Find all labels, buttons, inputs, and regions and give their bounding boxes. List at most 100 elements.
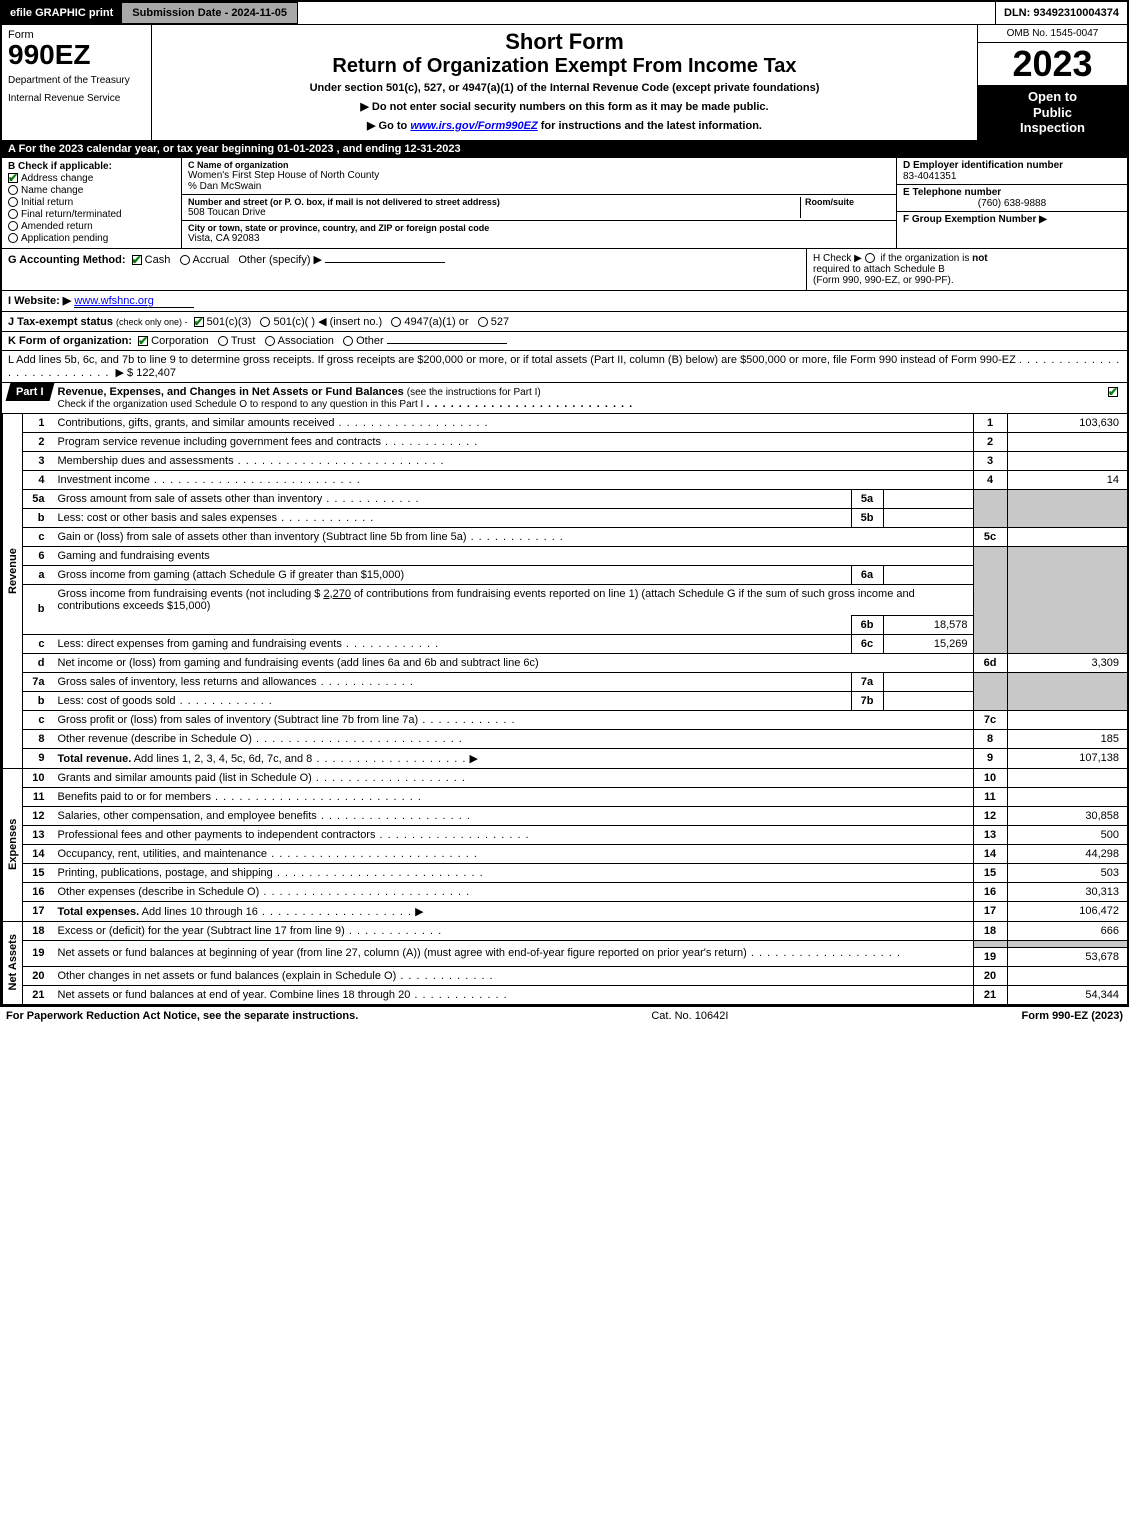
g-other-field[interactable] (325, 262, 445, 263)
check-icon[interactable] (194, 317, 204, 327)
line-desc: Gross amount from sale of assets other t… (53, 489, 852, 508)
k-corp: Corporation (151, 335, 208, 347)
street-label: Number and street (or P. O. box, if mail… (188, 197, 800, 207)
dots (317, 676, 414, 688)
line-num: 9 (23, 748, 53, 768)
gray-cell (1007, 546, 1127, 565)
line-desc: Program service revenue including govern… (53, 432, 974, 451)
h-not: not (972, 253, 988, 264)
gh-row: G Accounting Method: Cash Accrual Other … (2, 248, 1127, 290)
radio-icon[interactable] (260, 317, 270, 327)
line-num: d (23, 653, 53, 672)
ein-value: 83-4041351 (903, 171, 1121, 182)
line-desc: Gross income from gaming (attach Schedul… (53, 565, 852, 584)
table-row: 13 Professional fees and other payments … (3, 825, 1128, 844)
cb-amended-return[interactable]: Amended return (8, 221, 175, 232)
line-ref: 20 (973, 966, 1007, 985)
cb-name-change[interactable]: Name change (8, 185, 175, 196)
line-desc: Gain or (loss) from sale of assets other… (53, 527, 974, 546)
dots (176, 695, 273, 707)
line-desc: Professional fees and other payments to … (53, 825, 974, 844)
line-value (1007, 966, 1127, 985)
gray-cell (1007, 691, 1127, 710)
line-num: 16 (23, 882, 53, 901)
line-desc: Gaming and fundraising events (53, 546, 974, 565)
radio-icon[interactable] (343, 336, 353, 346)
line-desc: Total expenses. Add lines 10 through 16 … (53, 901, 974, 921)
line-desc: Net assets or fund balances at beginning… (53, 940, 974, 966)
table-row: 6b 18,578 (3, 615, 1128, 634)
footer-left: For Paperwork Reduction Act Notice, see … (6, 1010, 358, 1022)
city-label: City or town, state or province, country… (188, 223, 890, 233)
dept-irs: Internal Revenue Service (8, 93, 145, 105)
j-label: J Tax-exempt status (8, 316, 113, 328)
radio-icon[interactable] (265, 336, 275, 346)
goto-line: ▶ Go to www.irs.gov/Form990EZ for instru… (162, 119, 967, 132)
short-form-title: Short Form (162, 29, 967, 55)
k-label: K Form of organization: (8, 335, 132, 347)
radio-icon (8, 197, 18, 207)
line-desc: Net income or (loss) from gaming and fun… (53, 653, 974, 672)
footer-mid: Cat. No. 10642I (358, 1010, 1021, 1022)
gray-cell (973, 615, 1007, 634)
gray-cell (973, 584, 1007, 615)
group-exemption-block: F Group Exemption Number ▶ (897, 212, 1127, 227)
website-link[interactable]: www.wfshnc.org (74, 295, 194, 308)
line-value: 503 (1007, 863, 1127, 882)
cb-initial-return[interactable]: Initial return (8, 197, 175, 208)
efile-print-button[interactable]: efile GRAPHIC print (2, 2, 121, 24)
line-value (1007, 768, 1127, 787)
radio-icon[interactable] (218, 336, 228, 346)
line-a-calendar-year: A For the 2023 calendar year, or tax yea… (2, 140, 1127, 157)
line-desc: Less: cost or other basis and sales expe… (53, 508, 852, 527)
table-row: 15 Printing, publications, postage, and … (3, 863, 1128, 882)
dln-label: DLN: 93492310004374 (995, 2, 1127, 24)
dots (258, 906, 412, 918)
under-section: Under section 501(c), 527, or 4947(a)(1)… (162, 82, 967, 94)
j-527: 527 (491, 316, 509, 328)
table-row: c Less: direct expenses from gaming and … (3, 634, 1128, 653)
line-num: 15 (23, 863, 53, 882)
k-other-field[interactable] (387, 343, 507, 344)
radio-icon (8, 209, 18, 219)
part1-header-row: Part I Revenue, Expenses, and Changes in… (2, 382, 1127, 413)
radio-icon[interactable] (180, 255, 190, 265)
submission-date-button[interactable]: Submission Date - 2024-11-05 (121, 2, 298, 24)
part1-schedule-o-check[interactable] (1102, 383, 1127, 401)
check-icon[interactable] (138, 336, 148, 346)
care-of: % Dan McSwain (188, 181, 890, 192)
l-amount: ▶ $ 122,407 (116, 367, 176, 379)
dots (317, 810, 471, 822)
line-desc: Total revenue. Add lines 1, 2, 3, 4, 5c,… (53, 748, 974, 768)
dots (252, 733, 463, 745)
table-row: 12 Salaries, other compensation, and emp… (3, 806, 1128, 825)
line-desc: Investment income (53, 470, 974, 489)
check-icon[interactable] (132, 255, 142, 265)
dots (342, 638, 439, 650)
line-num: 19 (23, 940, 53, 966)
line-ref: 6d (973, 653, 1007, 672)
j-4947: 4947(a)(1) or (404, 316, 468, 328)
line-num: 10 (23, 768, 53, 787)
radio-icon[interactable] (391, 317, 401, 327)
radio-icon[interactable] (865, 253, 875, 263)
group-exemption-label: F Group Exemption Number ▶ (903, 214, 1047, 225)
l-text: L Add lines 5b, 6c, and 7b to line 9 to … (8, 354, 1016, 366)
radio-icon[interactable] (478, 317, 488, 327)
dots (273, 867, 484, 879)
part1-title: Revenue, Expenses, and Changes in Net As… (52, 383, 1102, 413)
dots (467, 531, 564, 543)
cb-final-return[interactable]: Final return/terminated (8, 209, 175, 220)
k-other: Other (356, 335, 384, 347)
cb-application-pending[interactable]: Application pending (8, 233, 175, 244)
tel-value: (760) 638-9888 (903, 198, 1121, 209)
g-cash: Cash (145, 254, 171, 266)
line-value: 54,344 (1007, 985, 1127, 1004)
line-num: 17 (23, 901, 53, 921)
irs-link[interactable]: www.irs.gov/Form990EZ (410, 120, 537, 132)
cb-address-change[interactable]: Address change (8, 173, 175, 184)
line-value: 103,630 (1007, 413, 1127, 432)
line-ref: 19 (973, 947, 1007, 966)
city-block: City or town, state or province, country… (182, 221, 896, 246)
line-num: 8 (23, 729, 53, 748)
